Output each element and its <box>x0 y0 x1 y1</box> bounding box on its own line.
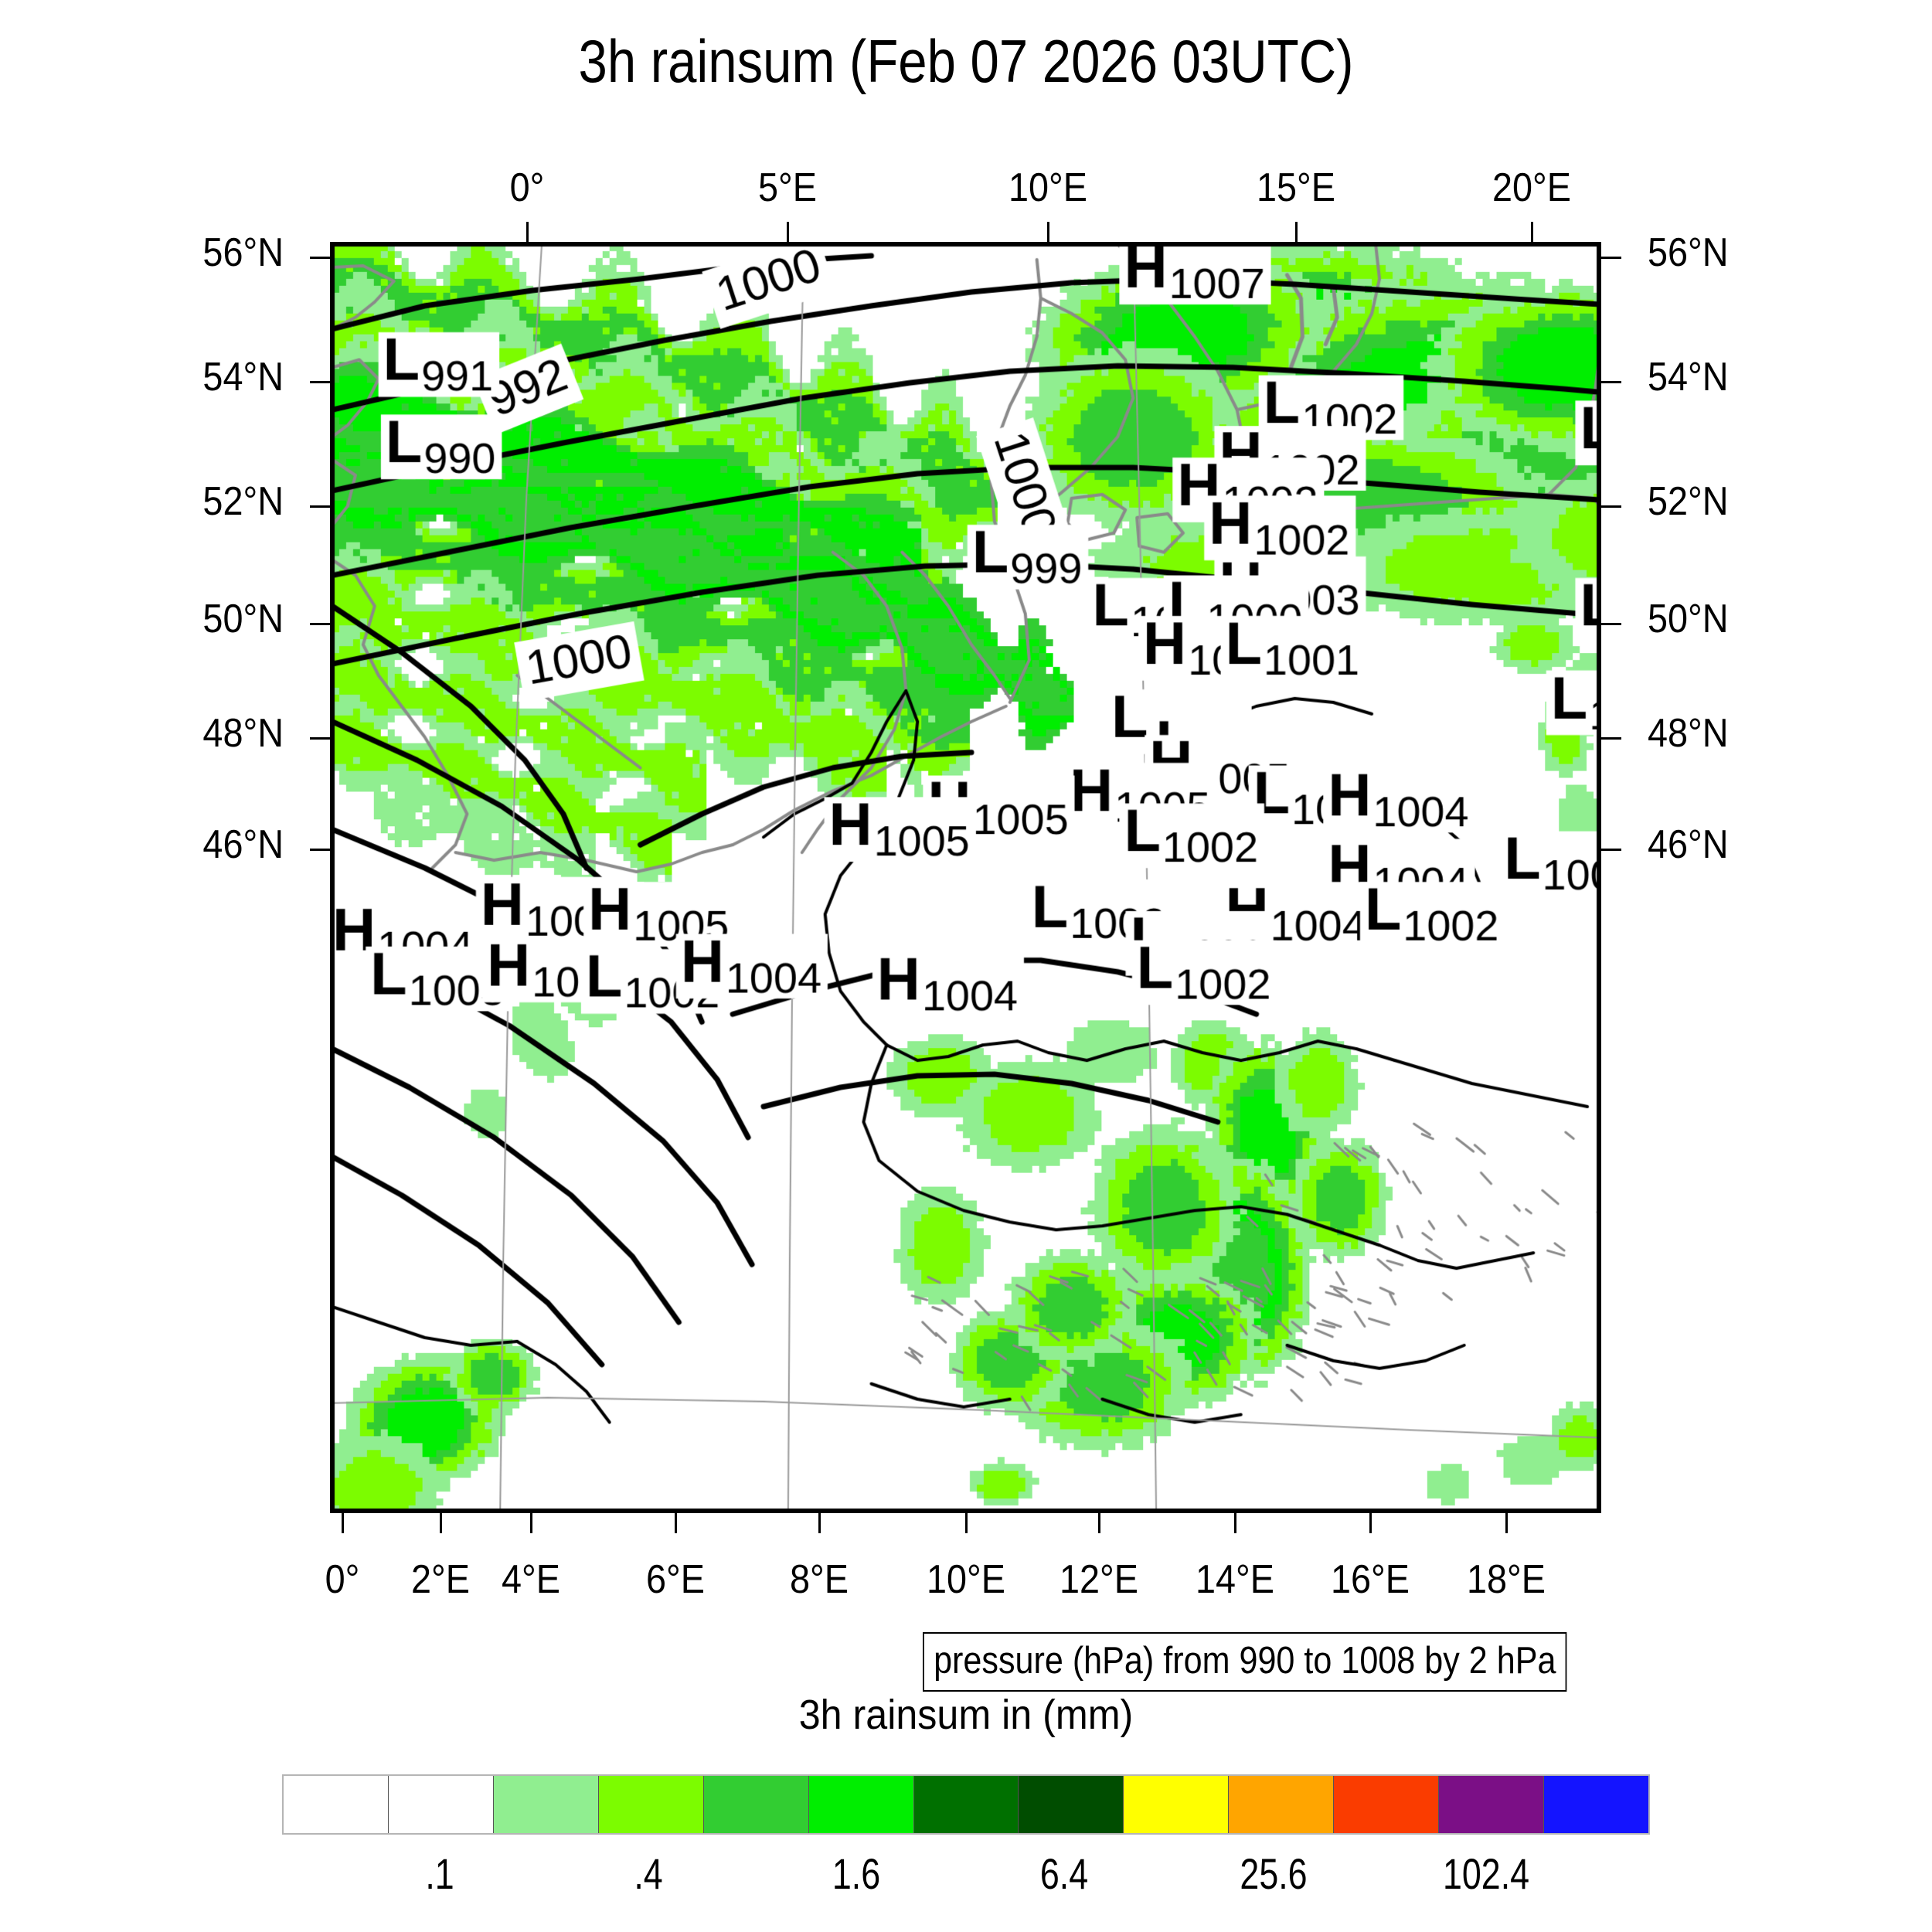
pressure-legend: pressure (hPa) from 990 to 1008 by 2 hPa <box>923 1632 1567 1692</box>
tick-left-2 <box>310 505 330 509</box>
tick-bottom-5 <box>964 1513 968 1533</box>
tick-right-4 <box>1601 736 1621 740</box>
tick-left-1 <box>310 380 330 383</box>
map-render-canvas <box>332 244 1599 1511</box>
tick-bottom-8 <box>1369 1513 1372 1533</box>
colorbar-tick-labels: .1 .4 1.6 6.4 25.6 102.4 <box>282 1849 1650 1903</box>
tick-left-3 <box>310 622 330 625</box>
axis-label-right-5: 46°N <box>1648 822 1729 868</box>
colorbar-tick-5: 102.4 <box>1442 1849 1529 1898</box>
colorbar-tick-1: .4 <box>634 1849 664 1898</box>
tick-right-1 <box>1601 380 1621 383</box>
tick-left-4 <box>310 736 330 740</box>
tick-top-3 <box>1295 222 1298 242</box>
tick-bottom-0 <box>342 1513 345 1533</box>
colorbar-swatch-0[interactable] <box>284 1776 389 1833</box>
tick-top-0 <box>526 222 529 242</box>
tick-right-2 <box>1601 505 1621 509</box>
tick-bottom-3 <box>675 1513 678 1533</box>
colorbar[interactable] <box>282 1774 1650 1835</box>
axis-label-left-2: 52°N <box>202 479 284 525</box>
axis-label-bottom-9: 18°E <box>1466 1557 1546 1602</box>
axis-label-top-1: 5°E <box>758 165 818 210</box>
colorbar-swatch-5[interactable] <box>808 1776 914 1833</box>
colorbar-tick-2: 1.6 <box>832 1849 881 1898</box>
tick-right-3 <box>1601 622 1621 625</box>
colorbar-tick-3: 6.4 <box>1040 1849 1089 1898</box>
colorbar-swatch-8[interactable] <box>1124 1776 1230 1833</box>
colorbar-swatch-4[interactable] <box>703 1776 809 1833</box>
colorbar-swatch-12[interactable] <box>1544 1776 1648 1833</box>
axis-label-bottom-7: 14°E <box>1196 1557 1275 1602</box>
axis-label-bottom-8: 16°E <box>1330 1557 1410 1602</box>
colorbar-swatch-11[interactable] <box>1439 1776 1545 1833</box>
colorbar-swatch-3[interactable] <box>598 1776 704 1833</box>
tick-bottom-4 <box>818 1513 821 1533</box>
tick-left-0 <box>310 256 330 259</box>
tick-top-2 <box>1047 222 1050 242</box>
colorbar-swatch-7[interactable] <box>1019 1776 1124 1833</box>
colorbar-swatch-6[interactable] <box>913 1776 1019 1833</box>
colorbar-swatch-1[interactable] <box>388 1776 494 1833</box>
axis-label-right-3: 50°N <box>1648 596 1729 641</box>
tick-right-5 <box>1601 849 1621 852</box>
colorbar-swatch-9[interactable] <box>1229 1776 1335 1833</box>
axis-label-bottom-4: 8°E <box>790 1557 849 1602</box>
axis-label-bottom-0: 0° <box>325 1557 360 1602</box>
colorbar-tick-0: .1 <box>424 1849 454 1898</box>
tick-bottom-6 <box>1098 1513 1101 1533</box>
axis-label-left-5: 46°N <box>202 822 284 868</box>
axis-label-left-3: 50°N <box>202 596 284 641</box>
axis-label-left-0: 56°N <box>202 230 284 275</box>
tick-top-1 <box>787 222 790 242</box>
colorbar-title: 3h rainsum in (mm) <box>798 1692 1134 1738</box>
axis-label-right-1: 54°N <box>1648 354 1729 400</box>
tick-top-4 <box>1530 222 1533 242</box>
axis-label-right-4: 48°N <box>1648 710 1729 756</box>
axis-label-top-2: 10°E <box>1009 165 1088 210</box>
tick-left-5 <box>310 849 330 852</box>
axis-label-left-1: 54°N <box>202 354 284 400</box>
colorbar-tick-4: 25.6 <box>1240 1849 1308 1898</box>
tick-bottom-2 <box>529 1513 532 1533</box>
axis-label-right-2: 52°N <box>1648 479 1729 525</box>
axis-label-bottom-1: 2°E <box>411 1557 471 1602</box>
tick-bottom-9 <box>1505 1513 1508 1533</box>
tick-right-0 <box>1601 256 1621 259</box>
axis-label-right-0: 56°N <box>1648 230 1729 275</box>
weather-map[interactable] <box>330 242 1601 1513</box>
axis-label-left-4: 48°N <box>202 710 284 756</box>
axis-label-bottom-6: 12°E <box>1060 1557 1139 1602</box>
page-title: 3h rainsum (Feb 07 2026 03UTC) <box>578 27 1354 95</box>
tick-bottom-7 <box>1234 1513 1237 1533</box>
axis-label-bottom-2: 4°E <box>501 1557 560 1602</box>
tick-bottom-1 <box>440 1513 443 1533</box>
axis-label-top-0: 0° <box>509 165 545 210</box>
colorbar-swatch-2[interactable] <box>493 1776 599 1833</box>
axis-label-top-3: 15°E <box>1257 165 1336 210</box>
colorbar-swatch-10[interactable] <box>1334 1776 1440 1833</box>
axis-label-bottom-5: 10°E <box>926 1557 1005 1602</box>
axis-label-bottom-3: 6°E <box>646 1557 706 1602</box>
axis-label-top-4: 20°E <box>1492 165 1571 210</box>
